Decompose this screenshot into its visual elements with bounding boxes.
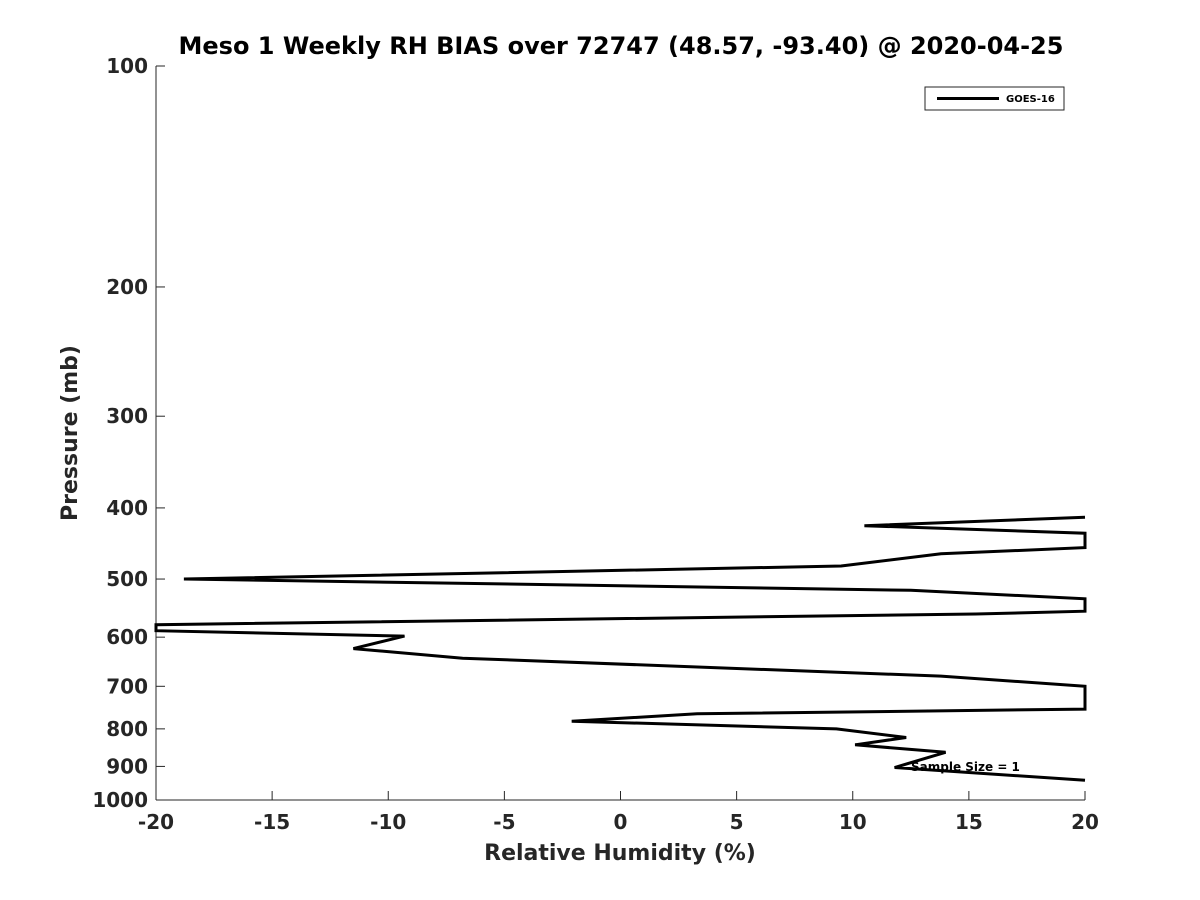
y-tick-label: 600 [106, 625, 148, 649]
legend: GOES-16 [924, 86, 1065, 111]
x-tick-label: 15 [955, 810, 983, 834]
x-axis-label: Relative Humidity (%) [484, 841, 756, 866]
x-axis-ticks: -20 -15 -10 -5 0 5 10 15 20 [138, 791, 1099, 834]
chart-title: Meso 1 Weekly RH BIAS over 72747 (48.57,… [179, 32, 1064, 60]
x-tick-label: -20 [138, 810, 174, 834]
y-axis-label: Pressure (mb) [58, 345, 83, 521]
x-tick-label: -15 [254, 810, 290, 834]
legend-entry-goes-16: GOES-16 [1006, 94, 1055, 105]
y-tick-label: 300 [106, 404, 148, 428]
y-tick-label: 1000 [92, 788, 148, 812]
x-tick-label: -10 [370, 810, 406, 834]
y-tick-label: 200 [106, 275, 148, 299]
y-tick-label: 500 [106, 567, 148, 591]
sample-size-annotation: Sample Size = 1 [911, 760, 1020, 774]
y-tick-label: 900 [106, 754, 148, 778]
y-tick-label: 100 [106, 54, 148, 78]
x-tick-label: 5 [730, 810, 744, 834]
y-axis-ticks: 100 200 300 400 500 600 700 800 900 1000 [92, 54, 165, 812]
x-tick-label: 0 [614, 810, 628, 834]
y-tick-label: 800 [106, 717, 148, 741]
x-tick-label: 20 [1071, 810, 1099, 834]
x-tick-label: -5 [493, 810, 515, 834]
series-line-goes-16 [154, 515, 1087, 782]
y-tick-label: 700 [106, 674, 148, 698]
series-group [154, 515, 1087, 782]
plot-axes [155, 66, 1085, 801]
x-tick-label: 10 [839, 810, 867, 834]
y-tick-label: 400 [106, 496, 148, 520]
